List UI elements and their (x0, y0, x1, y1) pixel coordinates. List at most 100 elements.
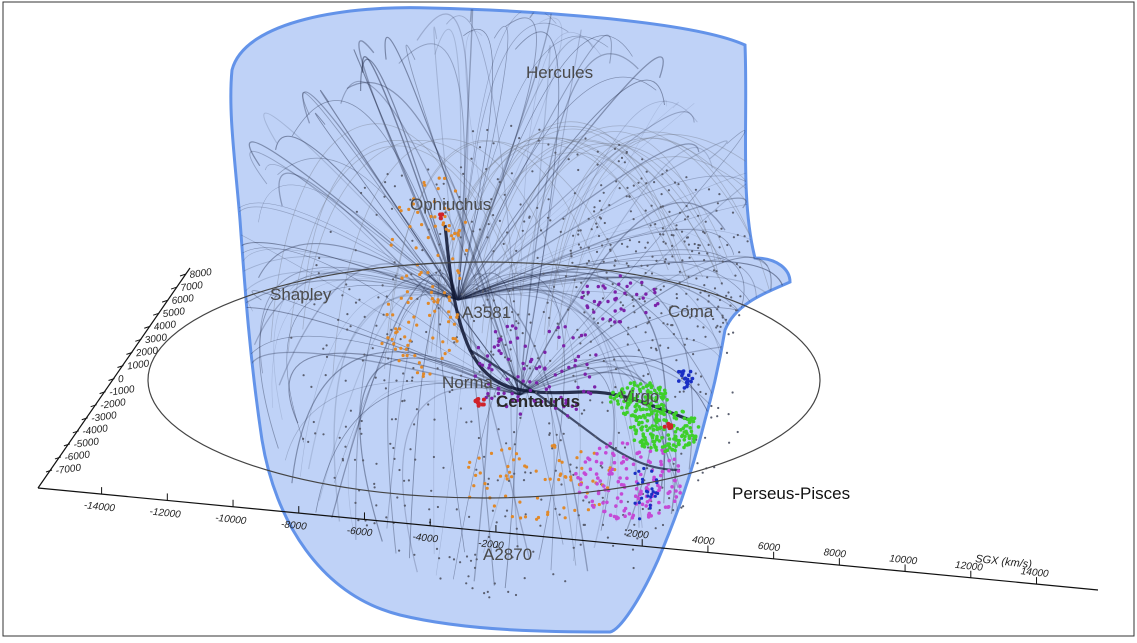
galaxy-point (710, 416, 713, 419)
galaxy-point-purple (623, 291, 627, 295)
galaxy-point (421, 249, 424, 252)
galaxy-point (492, 142, 495, 145)
galaxy-point-green (672, 413, 676, 417)
galaxy-point (521, 229, 524, 232)
galaxy-point-green (643, 438, 648, 443)
galaxy-point (704, 315, 707, 318)
galaxy-point-green (683, 434, 687, 439)
galaxy-point (439, 232, 442, 236)
galaxy-point-green (649, 390, 653, 395)
vertical-axis-tick-label: 5000 (162, 306, 186, 320)
galaxy-point-orange (420, 365, 424, 369)
flow-line (456, 286, 531, 560)
galaxy-point-magenta (584, 495, 588, 499)
flow-line (457, 260, 784, 301)
galaxy-point (554, 507, 557, 510)
galaxy-point-orange (557, 478, 561, 482)
galaxy-point-orange (546, 512, 550, 517)
galaxy-point (720, 282, 723, 285)
galaxy-point-orange (399, 209, 403, 213)
galaxy-point-green (645, 428, 650, 433)
flow-line (300, 287, 459, 477)
galaxy-point (529, 321, 532, 324)
galaxy-point-orange (406, 343, 410, 347)
galaxy-point-green (666, 443, 671, 448)
galaxy-point-magenta (633, 494, 638, 499)
galaxy-point-purple (510, 391, 514, 396)
galaxy-point (606, 536, 610, 539)
galaxy-point-orange (401, 353, 405, 358)
vertical-axis-tick (170, 286, 178, 290)
galaxy-point-purple (476, 345, 481, 350)
galaxy-point (706, 276, 709, 279)
galaxy-point (482, 304, 485, 307)
sgx-axis-tick-label: -10000 (215, 513, 248, 527)
vertical-axis-tick-label: -3000 (91, 410, 118, 425)
galaxy-point (621, 304, 625, 307)
galaxy-point (638, 531, 642, 534)
sgx-axis-tick-label: 2000 (625, 528, 650, 541)
flow-line (408, 292, 459, 559)
galaxy-point (436, 505, 439, 509)
galaxy-point (309, 298, 312, 301)
galaxy-point (632, 305, 635, 308)
galaxy-point-green (665, 398, 669, 402)
galaxy-point-magenta (670, 485, 674, 489)
galaxy-point (626, 186, 629, 189)
galaxy-point (671, 244, 674, 247)
galaxy-point (390, 328, 393, 331)
flow-line (258, 184, 459, 301)
galaxy-point (517, 322, 520, 325)
galaxy-point-purple (601, 317, 605, 321)
galaxy-point-purple (515, 398, 520, 403)
galaxy-point-green (687, 436, 692, 441)
galaxy-point (620, 156, 624, 159)
galaxy-point-orange (421, 374, 425, 378)
flow-arc (481, 140, 719, 334)
galaxy-point-blue (683, 376, 688, 381)
galaxy-point (460, 293, 463, 296)
galaxy-point-magenta (590, 499, 595, 504)
galaxy-point-purple (521, 361, 525, 366)
galaxy-point (344, 379, 347, 382)
galaxy-point (452, 558, 456, 561)
galaxy-point-orange (399, 296, 403, 300)
galaxy-point-green (661, 403, 666, 408)
galaxy-point (704, 335, 707, 338)
galaxy-point (640, 177, 643, 180)
galaxy-point-orange (457, 228, 461, 233)
flow-line (457, 285, 619, 522)
galaxy-point (707, 188, 711, 191)
galaxy-point-purple (613, 320, 617, 324)
galaxy-point-purple (506, 357, 511, 361)
galaxy-point (697, 383, 700, 386)
galaxy-point (659, 344, 662, 347)
galaxy-point-orange (433, 215, 437, 219)
flow-line (457, 34, 612, 301)
galaxy-point-orange (489, 451, 494, 455)
galaxy-point (363, 353, 366, 356)
galaxy-point-purple (537, 365, 542, 369)
galaxy-point-orange (573, 508, 577, 512)
galaxy-point (720, 227, 723, 230)
galaxy-point-magenta (647, 511, 652, 516)
sgx-axis-tick-label: 14000 (1020, 566, 1049, 580)
galaxy-point (478, 146, 482, 149)
galaxy-point-green (618, 391, 622, 396)
galaxy-point (396, 496, 399, 499)
galaxy-point (341, 457, 344, 461)
galaxy-point-orange (455, 315, 459, 319)
galaxy-point (598, 199, 601, 202)
galaxy-point-purple (486, 382, 491, 386)
galaxy-point (374, 376, 377, 379)
galaxy-point-green (687, 441, 692, 445)
galaxy-point (685, 236, 689, 239)
galaxy-point-purple (583, 333, 587, 337)
galaxy-point (488, 596, 491, 599)
galaxy-point-magenta (631, 462, 636, 467)
galaxy-point (490, 198, 493, 201)
flow-line (346, 81, 521, 396)
galaxy-point-orange (443, 214, 447, 219)
flow-line (457, 101, 679, 301)
